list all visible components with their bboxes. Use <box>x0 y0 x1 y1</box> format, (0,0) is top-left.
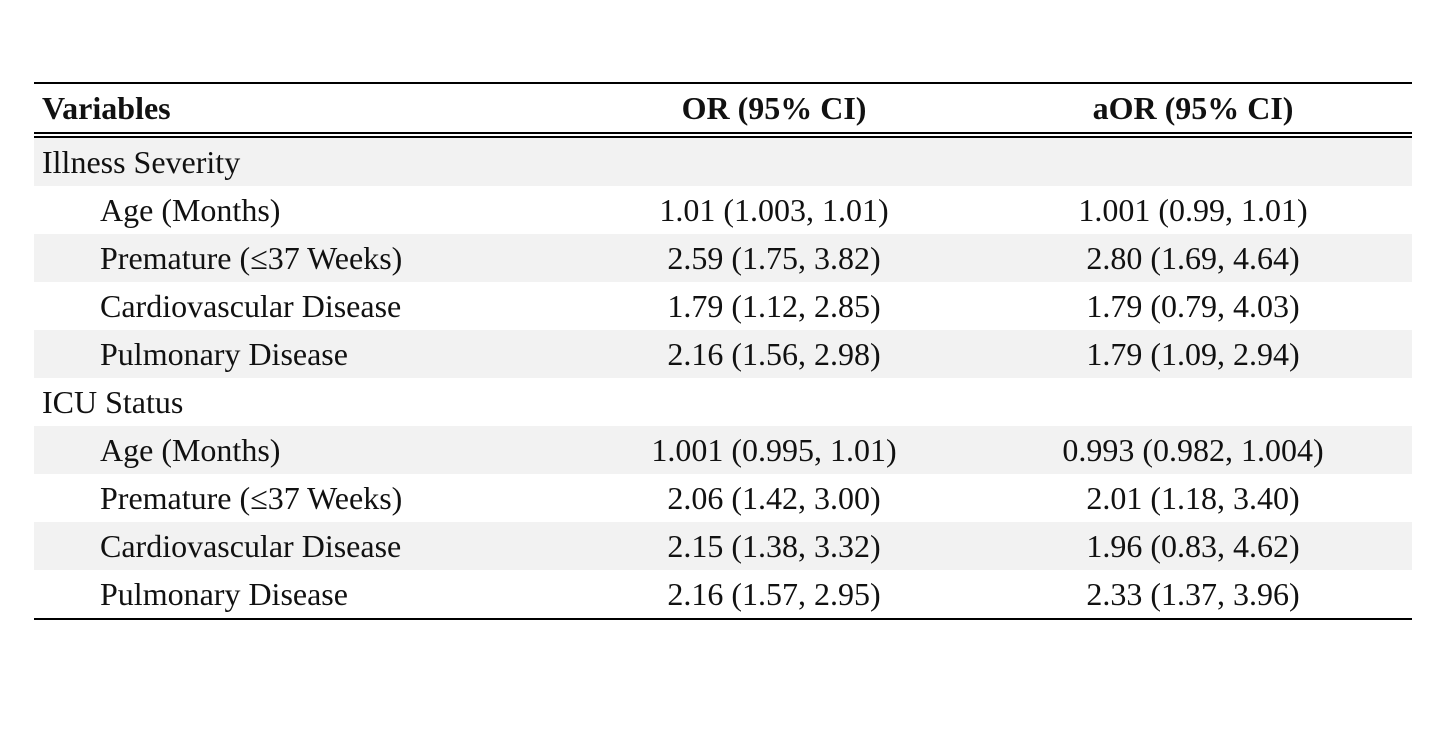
row-variable: Premature (≤37 Weeks) <box>100 239 403 276</box>
row-variable: Cardiovascular Disease <box>100 287 402 324</box>
row-or: 2.06 (1.42, 3.00) <box>667 479 881 516</box>
row-aor: 1.79 (1.09, 2.94) <box>1086 335 1300 372</box>
table-row: Premature (≤37 Weeks) 2.06 (1.42, 3.00) … <box>34 474 1412 522</box>
row-or: 1.01 (1.003, 1.01) <box>659 191 889 228</box>
row-or: 2.59 (1.75, 3.82) <box>667 239 881 276</box>
table-row: Pulmonary Disease 2.16 (1.56, 2.98) 1.79… <box>34 330 1412 378</box>
row-aor: 1.79 (0.79, 4.03) <box>1086 287 1300 324</box>
row-variable: Pulmonary Disease <box>100 335 348 372</box>
table-top-rule <box>34 82 1412 84</box>
row-variable: Age (Months) <box>100 191 281 228</box>
row-or: 1.79 (1.12, 2.85) <box>667 287 881 324</box>
table-row: Pulmonary Disease 2.16 (1.57, 2.95) 2.33… <box>34 570 1412 618</box>
table-row: Premature (≤37 Weeks) 2.59 (1.75, 3.82) … <box>34 234 1412 282</box>
section-title-row: Illness Severity <box>34 138 1412 186</box>
header-double-rule <box>34 132 1412 138</box>
table-header-row: Variables OR (95% CI) aOR (95% CI) <box>34 84 1412 132</box>
table-row: Age (Months) 1.001 (0.995, 1.01) 0.993 (… <box>34 426 1412 474</box>
row-or: 2.16 (1.57, 2.95) <box>667 575 881 612</box>
table-row: Cardiovascular Disease 2.15 (1.38, 3.32)… <box>34 522 1412 570</box>
row-variable: Cardiovascular Disease <box>100 527 402 564</box>
header-variables: Variables <box>42 89 171 126</box>
row-aor: 2.33 (1.37, 3.96) <box>1086 575 1300 612</box>
header-aor: aOR (95% CI) <box>1092 89 1294 126</box>
row-aor: 2.01 (1.18, 3.40) <box>1086 479 1300 516</box>
table-row: Cardiovascular Disease 1.79 (1.12, 2.85)… <box>34 282 1412 330</box>
table-bottom-rule <box>34 618 1412 620</box>
row-variable: Pulmonary Disease <box>100 575 348 612</box>
header-or: OR (95% CI) <box>681 89 867 126</box>
row-or: 1.001 (0.995, 1.01) <box>651 431 897 468</box>
odds-ratio-table: Variables OR (95% CI) aOR (95% CI) Illne… <box>34 82 1412 620</box>
row-or: 2.15 (1.38, 3.32) <box>667 527 881 564</box>
row-aor: 1.96 (0.83, 4.62) <box>1086 527 1300 564</box>
section-title-row: ICU Status <box>34 378 1412 426</box>
row-aor: 2.80 (1.69, 4.64) <box>1086 239 1300 276</box>
section-title: ICU Status <box>42 383 184 420</box>
row-aor: 1.001 (0.99, 1.01) <box>1078 191 1308 228</box>
row-variable: Age (Months) <box>100 431 281 468</box>
table-row: Age (Months) 1.01 (1.003, 1.01) 1.001 (0… <box>34 186 1412 234</box>
row-variable: Premature (≤37 Weeks) <box>100 479 403 516</box>
section-title: Illness Severity <box>42 143 241 180</box>
row-aor: 0.993 (0.982, 1.004) <box>1062 431 1324 468</box>
row-or: 2.16 (1.56, 2.98) <box>667 335 881 372</box>
